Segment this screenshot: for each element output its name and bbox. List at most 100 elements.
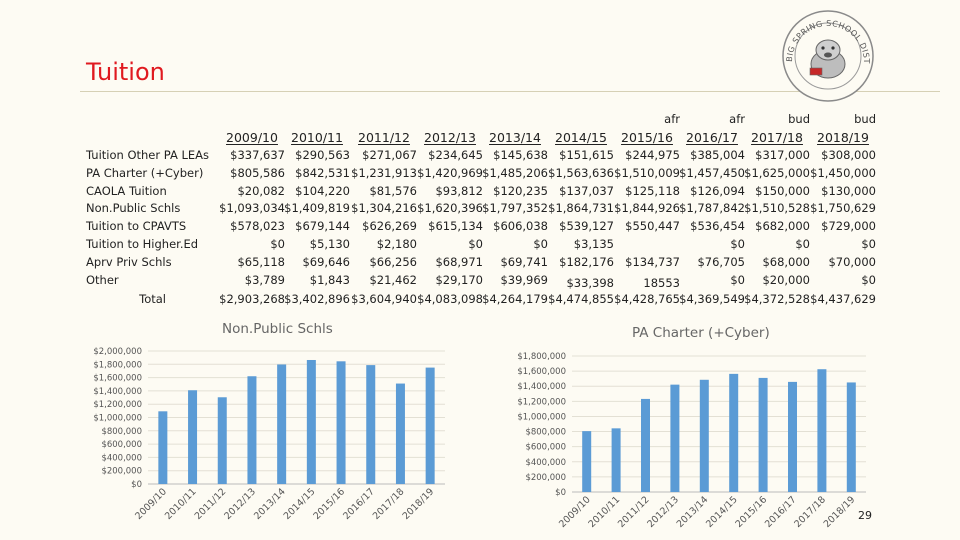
bar <box>641 398 650 492</box>
title-divider <box>80 91 940 92</box>
table-cell: $0 <box>533 237 548 251</box>
y-tick-label: $1,800,000 <box>93 360 142 370</box>
row-label: Aprv Priv Schls <box>86 254 172 269</box>
x-tick-label: 2014/15 <box>704 494 740 530</box>
y-tick-label: $1,000,000 <box>93 414 142 424</box>
table-cell: $145,638 <box>493 148 548 162</box>
table-cell: $69,741 <box>500 254 548 269</box>
bar <box>336 361 346 484</box>
table-cell: $317,000 <box>755 148 810 162</box>
table-cell: $66,256 <box>369 254 417 269</box>
table-cell: $1,563,636 <box>548 165 614 180</box>
column-header-year: 2009/10 <box>219 130 285 145</box>
year-label: 2009/10 <box>226 130 278 145</box>
table-cell: $244,975 <box>625 148 680 162</box>
table-cell: $76,705 <box>697 254 745 269</box>
table-cell: $1,510,009 <box>614 165 680 180</box>
row-label: Tuition to CPAVTS <box>86 219 187 234</box>
y-tick-label: $0 <box>131 480 142 490</box>
column-header-year: 2011/12 <box>351 130 417 145</box>
y-tick-label: $800,000 <box>101 427 142 437</box>
y-tick-label: $2,000,000 <box>93 347 142 357</box>
chart-title-pa-charter: PA Charter (+Cyber) <box>632 325 770 341</box>
table-cell: $1,485,206 <box>482 165 548 180</box>
table-cell: $1,750,629 <box>810 201 876 216</box>
x-tick-label: 2011/12 <box>616 494 652 530</box>
column-header-year: 2015/16 <box>614 130 680 145</box>
year-label: 2012/13 <box>424 130 476 145</box>
bar <box>247 376 257 484</box>
table-cell: $842,531 <box>295 165 350 180</box>
table-cell: $385,004 <box>690 148 745 162</box>
page-title: Tuition <box>86 58 165 86</box>
table-cell: $337,637 <box>230 148 285 162</box>
table-cell: $606,038 <box>493 219 548 234</box>
table-cell: $1,843 <box>309 272 350 287</box>
table-cell: $33,398 <box>566 275 614 290</box>
year-label: 2016/17 <box>686 130 738 145</box>
x-tick-label: 2016/17 <box>763 494 799 530</box>
bar <box>670 384 680 492</box>
column-header-year: 2016/17 <box>679 130 745 145</box>
total-cell: $4,369,549 <box>679 292 745 307</box>
bar <box>817 369 827 492</box>
table-cell: $0 <box>270 237 285 251</box>
table-cell: $1,510,528 <box>744 201 810 216</box>
x-tick-label: 2009/10 <box>557 494 593 530</box>
total-cell: $4,474,855 <box>548 292 614 307</box>
table-cell: $626,269 <box>362 219 417 234</box>
x-tick-label: 2011/12 <box>193 486 229 522</box>
x-tick-label: 2018/19 <box>401 486 437 522</box>
y-tick-label: $800,000 <box>525 428 566 438</box>
table-cell: $271,067 <box>362 148 417 162</box>
table-cell: $125,118 <box>625 183 680 198</box>
table-cell: $0 <box>861 237 876 251</box>
bar <box>758 377 768 492</box>
row-label: Tuition to Higher.Ed <box>86 237 199 251</box>
table-cell: $578,023 <box>230 219 285 234</box>
year-label: 2010/11 <box>291 130 343 145</box>
page-number: 29 <box>858 509 872 522</box>
nonpublic-bar-chart: $0 $200,000 $400,000 $600,000 $800,000 $1,000… <box>93 347 445 522</box>
x-tick-label: 2010/11 <box>587 494 623 530</box>
y-tick-label: $1,800,000 <box>517 352 566 362</box>
table-cell: $539,127 <box>559 219 614 234</box>
table-cell: $1,231,913 <box>351 165 417 180</box>
table-cell: $29,170 <box>435 272 483 287</box>
row-label: Tuition Other PA LEAs <box>86 148 210 162</box>
table-cell: $2,180 <box>376 237 417 251</box>
table-cell: $130,000 <box>821 183 876 198</box>
table-cell: $0 <box>861 272 876 287</box>
table-cell: $308,000 <box>821 148 876 162</box>
y-tick-label: $1,600,000 <box>517 367 566 377</box>
column-note: bud <box>788 112 810 126</box>
table-cell: $1,625,000 <box>744 165 810 180</box>
table-cell: $20,000 <box>762 272 810 287</box>
year-label: 2011/12 <box>358 130 410 145</box>
table-cell: $65,118 <box>237 254 285 269</box>
row-label: Non.Public Schls <box>86 201 181 216</box>
x-tick-label: 2012/13 <box>222 486 258 522</box>
table-cell: 18553 <box>643 275 680 290</box>
column-header-year: 2018/19 <box>810 130 876 145</box>
y-tick-label: $0 <box>555 488 566 498</box>
bar <box>277 364 287 484</box>
x-tick-label: 2012/13 <box>645 494 681 530</box>
table-cell: $1,457,450 <box>679 165 745 180</box>
x-tick-label: 2017/18 <box>792 494 828 530</box>
table-cell: $68,000 <box>762 254 810 269</box>
table-cell: $182,176 <box>559 254 614 269</box>
y-tick-label: $1,200,000 <box>517 397 566 407</box>
bar <box>425 367 435 484</box>
table-cell: $120,235 <box>493 183 548 198</box>
x-tick-label: 2015/16 <box>311 486 347 522</box>
table-cell: $1,304,216 <box>351 201 417 216</box>
column-header-year: 2013/14 <box>482 130 548 145</box>
table-cell: $1,450,000 <box>810 165 876 180</box>
y-tick-label: $1,600,000 <box>93 374 142 384</box>
year-label: 2015/16 <box>621 130 673 145</box>
table-cell: $70,000 <box>828 254 876 269</box>
x-tick-label: 2009/10 <box>133 486 169 522</box>
table-cell: $20,082 <box>237 183 285 198</box>
table-cell: $126,094 <box>690 183 745 198</box>
